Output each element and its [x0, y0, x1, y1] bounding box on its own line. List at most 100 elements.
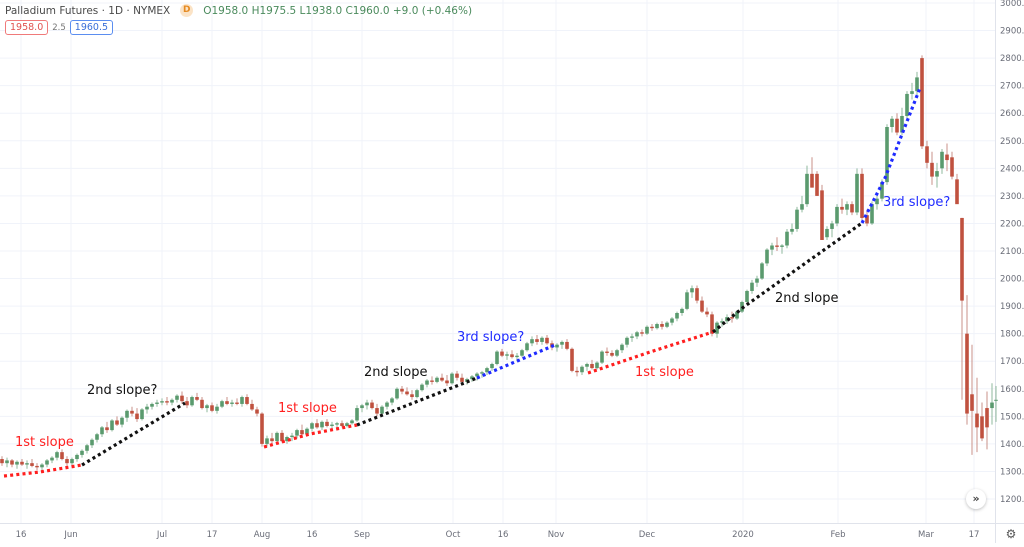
trendline[interactable] [3, 463, 83, 478]
scroll-to-realtime-icon[interactable]: » [966, 489, 986, 509]
price-axis-label: 2200.0 [1000, 219, 1024, 229]
candle [320, 421, 324, 428]
candle [650, 326, 654, 329]
settings-gear-icon[interactable]: ⚙ [1005, 527, 1017, 541]
ohlc-values: O1958.0 H1975.5 L1938.0 C1960.0 +9.0 (+0… [203, 4, 473, 17]
candle [255, 409, 259, 414]
candle [445, 380, 449, 384]
candle [900, 115, 904, 133]
candle [590, 363, 594, 369]
candle [930, 162, 934, 177]
spread-value: 2.5 [52, 22, 66, 33]
candle [805, 173, 809, 205]
trendline[interactable] [711, 221, 863, 334]
candle [870, 204, 874, 224]
candle [575, 370, 579, 373]
candle [495, 351, 499, 364]
candle [75, 454, 79, 460]
sell-price-button[interactable]: 1958.0 [5, 20, 49, 35]
candle [620, 344, 624, 351]
candle [5, 460, 9, 464]
candle [395, 388, 399, 399]
time-axis-label: Nov [548, 530, 565, 540]
slope-annotation[interactable]: 2nd slope? [87, 383, 157, 398]
candle [330, 424, 334, 426]
candle [340, 423, 344, 426]
candle [355, 408, 359, 421]
candle [20, 461, 24, 465]
candle [345, 423, 349, 426]
candle [820, 190, 824, 240]
candle [915, 77, 919, 92]
time-axis-label: Sep [354, 530, 370, 540]
candle [180, 395, 184, 402]
trendline[interactable] [476, 343, 556, 380]
candle [450, 373, 454, 384]
buy-price-button[interactable]: 1960.5 [69, 20, 114, 35]
trendline[interactable] [81, 401, 186, 467]
slope-annotation[interactable]: 1st slope [15, 435, 74, 450]
candle [40, 464, 44, 468]
delayed-data-badge[interactable]: D [180, 4, 194, 17]
candle [55, 452, 59, 458]
candle [815, 173, 819, 196]
slope-annotation[interactable]: 2nd slope [775, 291, 838, 306]
slope-annotation[interactable]: 1st slope [635, 365, 694, 380]
candle [585, 363, 589, 367]
candle [660, 324, 664, 327]
slope-annotation[interactable]: 3rd slope? [457, 330, 524, 345]
candle [645, 326, 649, 334]
trendline[interactable] [356, 376, 478, 427]
candle [610, 352, 614, 356]
candle [260, 413, 264, 444]
candle [100, 427, 104, 435]
time-axis-label: Jun [63, 530, 77, 540]
candle [635, 332, 639, 337]
candle [580, 366, 584, 373]
time-axis-label: Feb [830, 530, 845, 540]
candle [855, 173, 859, 213]
candle [885, 127, 889, 183]
candle [240, 397, 244, 404]
candle [920, 58, 924, 147]
candle [130, 410, 134, 414]
time-axis-label: 16 [307, 530, 318, 540]
candle [735, 311, 739, 319]
candle [385, 402, 389, 407]
candle [235, 402, 239, 404]
candle [994, 399, 998, 401]
time-axis-label: 17 [969, 530, 980, 540]
candle [295, 430, 299, 436]
candle [680, 308, 684, 313]
slope-annotation[interactable]: 2nd slope [364, 365, 427, 380]
candle [510, 354, 514, 358]
candle [115, 420, 119, 425]
candle [30, 463, 34, 466]
symbol-title[interactable]: Palladium Futures · 1D · NYMEX [5, 4, 171, 17]
candle [160, 401, 164, 403]
candle [370, 402, 374, 409]
candle [420, 384, 424, 391]
time-axis[interactable]: 16 Jun Jul 17 Aug 16 Sep Oct 16 Nov Dec 2020 Feb Mar 1… [16, 530, 980, 540]
candle [375, 408, 379, 414]
candle [695, 288, 699, 301]
candle [880, 182, 884, 199]
trendline[interactable] [860, 87, 922, 224]
candle [0, 459, 4, 464]
candle [105, 427, 109, 431]
candle [365, 402, 369, 406]
slope-annotation[interactable]: 1st slope [278, 401, 337, 416]
candle [325, 421, 329, 426]
candle [980, 416, 984, 439]
candle [475, 373, 479, 377]
candle [120, 417, 124, 425]
candle [190, 397, 194, 406]
price-axis-label: 2000.0 [1000, 275, 1024, 285]
candle [750, 282, 754, 291]
candle [170, 399, 174, 403]
price-axis-label: 1300.0 [1000, 467, 1024, 477]
slope-annotation[interactable]: 3rd slope? [883, 195, 950, 210]
price-axis[interactable]: 3000.0 2900.0 2800.0 2700.0 2600.0 2500.0 2400… [1000, 0, 1024, 505]
